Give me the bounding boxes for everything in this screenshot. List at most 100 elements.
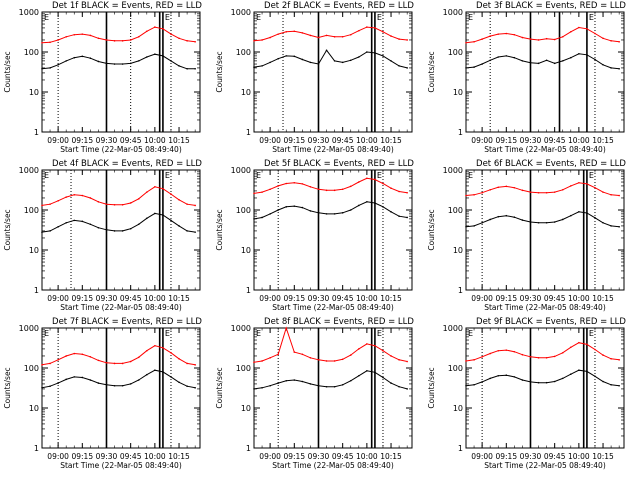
data-point [505,32,508,35]
data-point [121,362,124,365]
panel-title: Det 9f BLACK = Events, RED = LLD [476,317,626,327]
data-point [137,223,140,226]
y-tick-label: 1 [246,128,251,137]
data-point [497,215,500,218]
data-point [81,194,84,197]
x-tick-label: 09:15 [495,294,517,303]
data-point [253,66,255,68]
panel-2: Det 2f BLACK = Events, RED = LLD 1 10 100 10… [215,1,414,154]
data-point [145,56,148,58]
series-line-lld [253,26,408,42]
data-point [406,216,408,219]
y-axis-label: Counts/sec [215,209,224,250]
data-point [57,39,59,41]
panel-8: Det 8f BLACK = Events, RED = LLD 1 10 100 10… [215,317,414,470]
data-point [73,376,76,378]
series-line-events [41,212,196,233]
x-tick-label: 09:15 [495,136,517,145]
y-tick-label: 10 [241,246,251,255]
series-line-lld [465,26,620,44]
x-axis-label: Start Time (22-Mar-05 08:49:40) [60,303,182,312]
marker-label: E [589,171,594,180]
data-point [81,220,84,223]
data-point [277,185,279,187]
data-point [301,353,304,356]
data-point [578,181,580,184]
x-tick-label: 10:15 [592,452,614,461]
panel-title: Det 5f BLACK = Events, RED = LLD [264,159,414,169]
y-tick-label: 10 [241,88,251,97]
y-tick-label: 10 [241,404,251,413]
panel-title: Det 8f BLACK = Events, RED = LLD [264,317,414,327]
data-point [406,360,408,363]
data-point [341,61,344,64]
data-point [545,356,548,359]
data-point [465,194,467,197]
data-point [341,384,344,386]
data-point [537,356,540,359]
series-line-events [465,53,620,70]
data-point [489,188,491,191]
x-tick-label: 09:00 [259,452,281,461]
series-line-events [465,211,620,228]
panel-title: Det 2f BLACK = Events, RED = LLD [264,1,414,11]
data-point [578,341,580,344]
data-point [569,373,572,375]
data-point [398,190,400,193]
data-point [105,228,108,231]
data-point [261,386,263,389]
data-point [73,56,76,59]
data-point [65,221,67,224]
data-point [170,33,172,35]
data-point [253,361,255,363]
data-point [561,35,564,38]
data-point [333,360,336,362]
data-point [113,362,116,365]
x-tick-label: 09:00 [259,294,281,303]
data-point [145,30,148,33]
series-line-lld [253,326,408,363]
data-point [357,29,360,32]
data-point [293,351,296,353]
panel-title: Det 7f BLACK = Events, RED = LLD [52,317,202,327]
data-point [618,194,620,197]
data-point [186,40,188,42]
y-tick-label: 1000 [443,8,463,17]
x-tick-label: 09:45 [332,294,354,303]
x-tick-label: 09:00 [471,294,493,303]
x-tick-label: 09:30 [96,294,118,303]
y-tick-label: 1 [458,444,463,453]
data-point [349,209,352,211]
data-point [277,209,279,211]
data-point [465,41,467,44]
x-tick-label: 09:30 [520,136,542,145]
data-point [390,355,392,357]
data-point [113,63,116,65]
data-point [73,352,76,355]
x-tick-label: 10:15 [168,452,190,461]
x-tick-label: 09:30 [308,452,330,461]
y-tick-label: 1000 [231,166,251,175]
data-point [481,38,483,40]
data-point [602,191,604,193]
data-point [473,40,475,43]
marker-label: E [589,329,594,338]
data-point [349,354,352,356]
data-point [57,382,59,384]
data-point [357,204,360,207]
data-point [357,56,360,58]
data-point [521,36,524,39]
data-point [374,27,376,29]
x-tick-label: 09:45 [544,452,566,461]
data-point [57,63,59,66]
x-tick-label: 10:15 [592,294,614,303]
y-tick-label: 100 [236,364,251,373]
data-point [194,231,196,233]
data-point [610,357,612,360]
data-point [594,186,596,189]
data-point [41,386,43,389]
data-point [89,223,92,226]
data-point [610,40,612,42]
data-point [285,206,288,208]
data-point [513,186,516,189]
